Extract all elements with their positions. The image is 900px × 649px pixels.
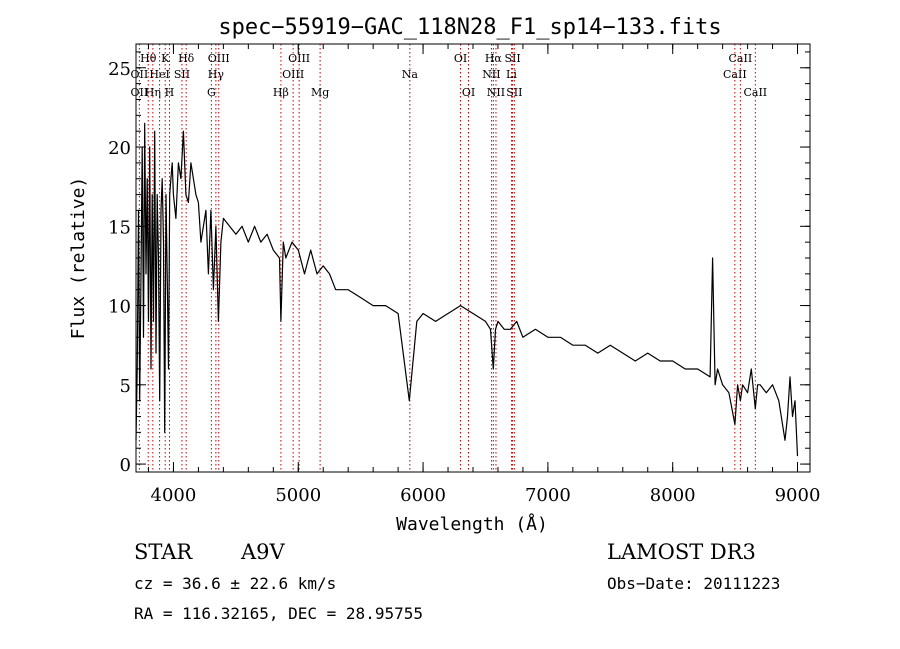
obs-date: Obs−Date: 20111223	[607, 574, 781, 593]
survey-name: LAMOST DR3	[607, 540, 756, 564]
line-label: Li	[506, 68, 517, 81]
line-label: CaII	[743, 86, 767, 99]
line-label: SII	[506, 86, 522, 99]
line-label: Hγ	[208, 68, 225, 81]
x-axis-label: Wavelength (Å)	[396, 513, 548, 535]
line-label: CaII	[729, 52, 753, 65]
chart-title: spec−55919−GAC_118N28_F1_sp14−133.fits	[218, 15, 721, 40]
line-label: NII	[482, 68, 500, 81]
y-tick-label: 20	[108, 138, 131, 159]
y-tick-label: 25	[108, 59, 131, 80]
x-tick-label: 5000	[275, 485, 321, 506]
line-label: SII	[504, 52, 520, 65]
x-tick-label: 4000	[151, 485, 197, 506]
line-label: NII	[487, 86, 505, 99]
y-axis-label: Flux (relative)	[68, 177, 89, 340]
y-tick-label: 5	[120, 376, 131, 397]
line-label: Hα	[485, 52, 503, 65]
line-markers	[138, 44, 756, 472]
line-label: SII	[174, 68, 190, 81]
x-tick-label: 6000	[400, 485, 446, 506]
subclass: A9V	[241, 540, 285, 564]
line-label: Na	[402, 68, 419, 81]
object-class: STAR	[134, 540, 193, 564]
line-label: Hη	[145, 86, 161, 99]
line-label: OII	[131, 86, 149, 99]
y-tick-label: 15	[108, 217, 131, 238]
line-label: Hθ	[140, 52, 157, 65]
line-label: OIII	[208, 52, 230, 65]
spectrum-line	[135, 122, 799, 457]
line-label: Mg	[311, 86, 329, 99]
line-label: Hβ	[273, 86, 289, 99]
axes: 4000 5000 6000 7000 8000 9000 0 5 10 15 20 25	[108, 43, 821, 506]
line-label: OIII	[282, 68, 304, 81]
line-label: OII	[131, 68, 149, 81]
coordinates: RA = 116.32165, DEC = 28.95755	[134, 604, 423, 623]
line-label: HeI	[149, 68, 169, 81]
line-label: CaII	[723, 68, 747, 81]
line-label: Hδ	[178, 52, 195, 65]
line-label: K	[161, 52, 170, 65]
line-label: OIII	[288, 52, 310, 65]
x-tick-label: 7000	[525, 485, 571, 506]
x-tick-label: 8000	[650, 485, 696, 506]
y-tick-label: 0	[120, 455, 131, 476]
y-tick-label: 10	[108, 297, 131, 318]
line-label: G	[207, 86, 216, 99]
line-label: H	[165, 86, 175, 99]
plot-frame	[135, 43, 811, 473]
redshift-cz: cz = 36.6 ± 22.6 km/s	[134, 574, 337, 593]
line-label: OI	[462, 86, 475, 99]
line-label: OI	[454, 52, 467, 65]
x-tick-label: 9000	[775, 485, 821, 506]
